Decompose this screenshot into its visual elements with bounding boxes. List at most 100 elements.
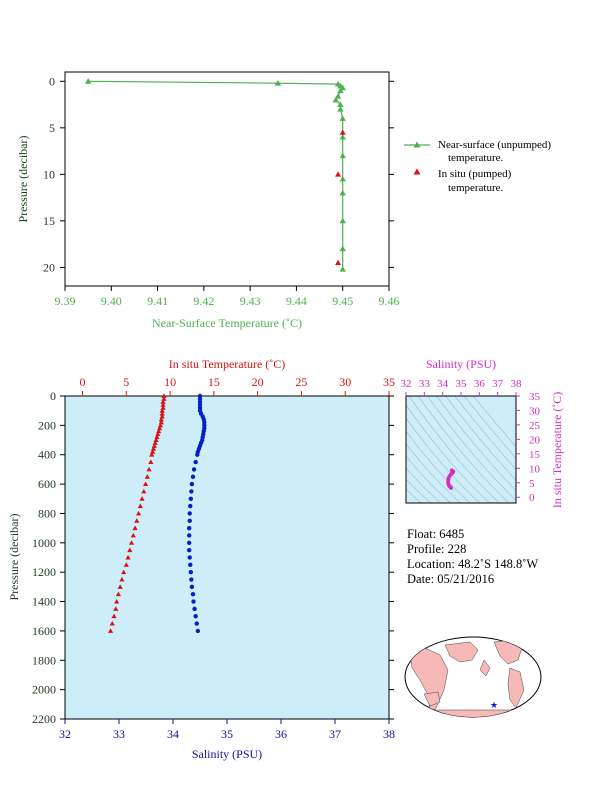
top-y-axis-label: Pressure (decibar) bbox=[16, 136, 30, 223]
profile-number: Profile: 228 bbox=[407, 542, 466, 556]
salinity-profile-point bbox=[189, 481, 195, 487]
temperature-profile-point bbox=[150, 446, 157, 451]
location: Location: 48.2˚S 148.8˚W bbox=[407, 557, 538, 571]
salinity-tick-label: 32 bbox=[59, 727, 71, 741]
salinity-profile-point bbox=[187, 533, 192, 538]
legend-unpumped-marker bbox=[413, 141, 421, 148]
density-contour-line bbox=[463, 396, 516, 459]
profile-chart: 0 5 10 15 20 25 30 35 32 33 34 35 36 37 38 0 200 400 600 80… bbox=[7, 357, 395, 761]
pumped-temperature-point bbox=[335, 259, 342, 265]
temperature-profile-point bbox=[149, 452, 155, 457]
temperature-profile-point bbox=[135, 510, 142, 516]
salinity-profile-point bbox=[195, 628, 201, 634]
float-position-marker: ★ bbox=[490, 700, 498, 710]
top-y-tick-label: 10 bbox=[43, 167, 55, 181]
temperature-profile-point bbox=[160, 405, 166, 410]
top-plot-frame bbox=[64, 71, 390, 287]
top-legend: Near-surface (unpumped) temperature. In … bbox=[404, 139, 551, 194]
density-contour-line bbox=[406, 404, 490, 503]
unpumped-temperature-point bbox=[337, 106, 344, 112]
salinity-profile-point bbox=[190, 474, 196, 479]
density-contour-line bbox=[406, 430, 471, 503]
top-x-tick-label: 9.41 bbox=[147, 294, 168, 308]
pressure-tick-label: 200 bbox=[38, 418, 56, 432]
unpumped-temperature-line bbox=[88, 80, 344, 270]
density-contour-line bbox=[426, 396, 516, 501]
pressure-tick-label: 1800 bbox=[32, 653, 56, 667]
salinity-tick-label: 37 bbox=[329, 727, 341, 741]
density-contour-line bbox=[408, 396, 500, 503]
salinity-profile-point bbox=[190, 592, 196, 597]
ts-plot-background bbox=[406, 396, 516, 503]
salinity-profile-point bbox=[187, 518, 192, 523]
temperature-profile-point bbox=[156, 425, 163, 431]
temperature-profile-point bbox=[142, 481, 149, 487]
salinity-profile-point bbox=[189, 489, 194, 494]
temp-tick-label: 30 bbox=[339, 375, 351, 389]
pumped-temperature-point bbox=[335, 171, 342, 177]
unpumped-temperature-point bbox=[274, 79, 282, 86]
landmass-islands bbox=[479, 659, 491, 677]
pressure-tick-label: 600 bbox=[38, 477, 56, 491]
temperature-profile-point bbox=[146, 466, 152, 472]
legend-unpumped-label: Near-surface (unpumped) bbox=[438, 139, 551, 151]
density-contour-line bbox=[406, 455, 451, 503]
pressure-tick-label: 1000 bbox=[32, 536, 56, 550]
salinity-tick-label: 34 bbox=[167, 727, 179, 741]
unpumped-temperature-point bbox=[337, 101, 344, 107]
ts-y-tick-label: 30 bbox=[529, 405, 541, 417]
temperature-profile-point bbox=[128, 540, 135, 545]
temperature-profile-point bbox=[158, 416, 164, 422]
pressure-tick-label: 800 bbox=[38, 506, 56, 520]
density-contour-line bbox=[406, 417, 481, 503]
temperature-profile-point bbox=[151, 443, 157, 448]
salinity-profile-point bbox=[187, 555, 192, 560]
temp-tick-label: 10 bbox=[164, 375, 176, 389]
salinity-profile-point bbox=[194, 621, 199, 626]
unpumped-temperature-point bbox=[339, 133, 346, 140]
temperature-profile-point bbox=[157, 422, 164, 428]
ts-x-axis-label: Salinity (PSU) bbox=[426, 357, 496, 371]
legend-unpumped-label-2: temperature. bbox=[448, 152, 504, 164]
temperature-profile-point bbox=[123, 562, 129, 567]
pressure-tick-label: 0 bbox=[50, 389, 56, 403]
unpumped-temperature-point bbox=[84, 78, 92, 84]
salinity-profile-point bbox=[193, 614, 198, 619]
salinity-profile-point bbox=[189, 584, 195, 590]
temperature-profile-point bbox=[141, 488, 147, 494]
salinity-tick-label: 35 bbox=[221, 727, 233, 741]
salinity-tick-label: 33 bbox=[113, 727, 125, 741]
landmass-north-asia bbox=[444, 641, 479, 663]
near-surface-chart: 9.39 9.40 9.41 9.42 9.43 9.44 9.45 9.46 0 5 10 15 20… bbox=[16, 71, 551, 330]
top-x-tick-label: 9.44 bbox=[286, 294, 307, 308]
legend-pumped-label-2: temperature. bbox=[448, 182, 504, 194]
legend-pumped-marker bbox=[413, 168, 421, 175]
legend-pumped-label: In situ (pumped) bbox=[438, 168, 512, 180]
temperature-profile-point bbox=[130, 532, 136, 538]
top-y-tick-label: 20 bbox=[43, 260, 55, 274]
ts-y-tick-label: 20 bbox=[529, 434, 541, 446]
temperature-profile-point bbox=[121, 569, 127, 575]
salinity-tick-label: 38 bbox=[383, 727, 395, 741]
temperature-profile-point bbox=[149, 449, 156, 454]
temperature-profile-point bbox=[155, 431, 161, 437]
temperature-profile-point bbox=[159, 413, 165, 419]
salinity-profile-point bbox=[188, 496, 194, 501]
ts-y-tick-label: 15 bbox=[529, 449, 541, 461]
density-contour-line bbox=[406, 443, 461, 503]
top-x-tick-label: 9.42 bbox=[193, 294, 214, 308]
density-contours bbox=[406, 396, 516, 503]
landmass-australia bbox=[423, 691, 441, 707]
temperature-profile-point bbox=[153, 437, 159, 442]
salinity-tick-label: 36 bbox=[275, 727, 287, 741]
temperature-profile-point bbox=[113, 606, 119, 611]
temperature-profile-point bbox=[161, 396, 167, 401]
temperature-profile-point bbox=[159, 411, 165, 416]
profile-top-axis-label: In situ Temperature (˚C) bbox=[169, 357, 286, 371]
unpumped-temperature-point bbox=[334, 92, 342, 99]
salinity-profile-point bbox=[187, 540, 192, 546]
temperature-profile-point bbox=[117, 584, 123, 589]
world-map: ★ bbox=[404, 636, 542, 718]
top-x-tick-label: 9.39 bbox=[55, 294, 76, 308]
